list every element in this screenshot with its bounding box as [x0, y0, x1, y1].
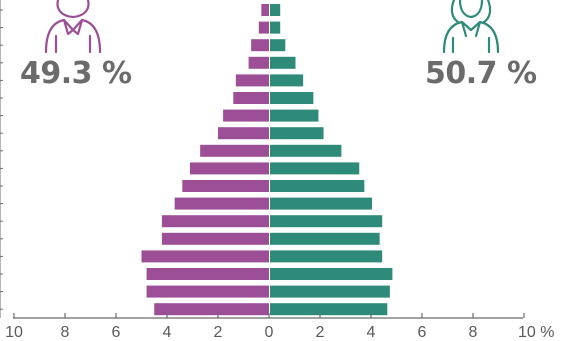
male-bar: [161, 215, 269, 228]
male-bar: [258, 21, 269, 34]
female-bar: [270, 21, 281, 34]
male-bar: [248, 56, 269, 69]
male-bar: [235, 74, 269, 87]
female-share-label: 50.7 %: [425, 56, 537, 91]
female-bar: [270, 4, 281, 16]
bars-group: [0, 4, 393, 316]
female-bar: [270, 92, 314, 104]
male-bar: [154, 303, 269, 316]
male-bar: [261, 4, 269, 16]
x-tick-label: 2: [316, 324, 325, 341]
male-bar: [174, 197, 269, 210]
female-bar: [270, 109, 319, 122]
male-share-label: 49.3 %: [20, 56, 132, 91]
x-tick-label: 6: [418, 324, 427, 341]
x-tick-label: 8: [469, 324, 478, 341]
male-bar: [182, 180, 269, 192]
female-bar: [270, 197, 372, 210]
male-bar: [146, 285, 269, 298]
female-bar: [270, 162, 360, 175]
female-bar: [270, 250, 383, 263]
female-bar: [270, 268, 393, 280]
male-bar: [161, 232, 269, 245]
x-tick-label: 2: [214, 324, 223, 341]
x-tick-label: 4: [163, 324, 172, 341]
male-bar: [218, 127, 269, 140]
male-bar: [189, 162, 269, 175]
female-bar: [270, 303, 388, 316]
male-bar: [200, 144, 269, 157]
male-bar: [233, 92, 269, 104]
x-tick-label: 0: [265, 324, 274, 341]
woman-outline-icon: [442, 0, 500, 54]
male-bar: [251, 39, 269, 52]
x-tick-label: 10 %: [518, 324, 554, 341]
x-tick-label: 8: [61, 324, 70, 341]
female-bar: [270, 180, 365, 192]
female-bar: [270, 215, 383, 228]
male-bar: [141, 250, 269, 263]
male-bar: [146, 268, 269, 280]
female-bar: [270, 232, 380, 245]
female-bar: [270, 56, 296, 69]
male-bar: [223, 109, 269, 122]
female-bar: [270, 127, 324, 140]
x-tick-label: 6: [112, 324, 121, 341]
female-bar: [270, 39, 286, 52]
female-bar: [270, 74, 304, 87]
x-tick-label: 10: [5, 324, 23, 341]
female-bar: [270, 285, 390, 298]
x-tick-label: 4: [367, 324, 376, 341]
man-outline-icon: [44, 0, 102, 54]
female-bar: [270, 144, 342, 157]
x-axis-ticks: 10 8 6 4 2 0 2 4 6 8 10 %: [5, 313, 554, 341]
